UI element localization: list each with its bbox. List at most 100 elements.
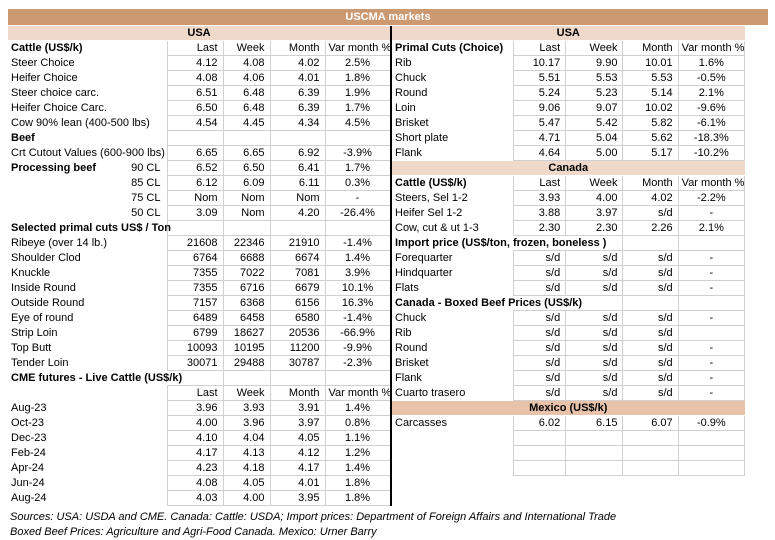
cell-week: 6.50: [222, 160, 271, 176]
cell-month: Nom: [269, 190, 326, 206]
cell-last: 2.30: [512, 220, 567, 236]
cell-month: [622, 295, 679, 311]
cell-last: 10.17: [512, 55, 567, 71]
cell-month: [622, 235, 679, 251]
table-row: Brisket 5.47 5.42 5.82 -6.1%: [392, 115, 746, 131]
cell-var: 16.3%: [324, 295, 391, 311]
cell-var: 1.4%: [324, 400, 391, 416]
column-header-last: Last: [512, 175, 567, 191]
table-row: Inside Round 7355 6716 6679 10.1%: [8, 280, 391, 296]
cell-var: -: [677, 310, 746, 326]
row-label: Oct-23: [11, 417, 45, 429]
cell-month: [622, 430, 679, 446]
table-row: 50 CL 3.09 Nom 4.20 -26.4%: [8, 205, 391, 221]
cell-month: 2.26: [622, 220, 679, 236]
cell-week: 4.06: [222, 70, 271, 86]
cell-month: 6.41: [269, 160, 326, 176]
cell-last: 6.02: [512, 415, 567, 431]
cell-week: 29488: [222, 355, 271, 371]
cell-week: 6.09: [222, 175, 271, 191]
cell-var: 10.1%: [324, 280, 391, 296]
cell-month: 4.05: [269, 430, 326, 446]
cell-week: 6.15: [565, 415, 624, 431]
cell-last: 6.50: [166, 100, 224, 116]
sources-footer: Sources: USA: USDA and CME. Canada: Catt…: [10, 510, 768, 540]
row-label: Processing beef 90 CL: [8, 161, 167, 176]
cell-month: 6679: [269, 280, 326, 296]
cell-last: 6764: [166, 250, 224, 266]
report-body: USA Cattle (US$/k) Last Week Month Var month …: [8, 26, 768, 506]
cell-week: 5.00: [565, 145, 624, 161]
table-row: Ribeye (over 14 lb.) 21608 22346 21910 -1.4%: [8, 235, 391, 251]
cell-week: [222, 130, 271, 146]
column-group-label: Cattle (US$/k): [395, 177, 467, 190]
cell-var: 4.5%: [324, 115, 391, 131]
cell-last: 10093: [166, 340, 224, 356]
column-header-last: Last: [166, 385, 224, 401]
column-group-label: Primal Cuts (Choice): [395, 42, 504, 55]
row-label: Steer Choice: [11, 57, 75, 69]
table-row: 75 CL Nom Nom Nom -: [8, 190, 391, 206]
row-label: [392, 461, 514, 476]
cell-month: 6.07: [622, 415, 679, 431]
table-row: Round 5.24 5.23 5.14 2.1%: [392, 85, 746, 101]
cell-var: [677, 445, 746, 461]
cell-var: 1.7%: [324, 100, 391, 116]
table-row: Aug-23 3.96 3.93 3.91 1.4%: [8, 400, 391, 416]
cell-month: 6580: [269, 310, 326, 326]
cell-var: [324, 220, 391, 236]
cell-var: 1.4%: [324, 250, 391, 266]
cell-last: 4.03: [166, 490, 224, 506]
cell-week: s/d: [565, 340, 624, 356]
cell-var: 1.7%: [324, 160, 391, 176]
cell-week: 6368: [222, 295, 271, 311]
cell-var: 1.4%: [324, 460, 391, 476]
cell-week: 4.45: [222, 115, 271, 131]
cell-var: -: [677, 385, 746, 401]
cell-month: s/d: [622, 340, 679, 356]
section-band: USA: [8, 26, 391, 41]
cell-last: [166, 130, 224, 146]
column-group-label: Cattle (US$/k): [11, 42, 83, 55]
cell-month: 6.92: [269, 145, 326, 161]
table-row: [392, 460, 746, 476]
row-label: Brisket: [395, 357, 429, 369]
cell-week: 4.18: [222, 460, 271, 476]
cell-week: 18627: [222, 325, 271, 341]
table-row: Top Butt 10093 10195 11200 -9.9%: [8, 340, 391, 356]
column-group-label: [8, 386, 167, 401]
cell-month: s/d: [622, 265, 679, 281]
cell-var: [677, 295, 746, 311]
cell-week: 4.08: [222, 55, 271, 71]
cell-last: s/d: [512, 325, 567, 341]
left-table: USA Cattle (US$/k) Last Week Month Var month …: [8, 26, 391, 506]
row-label: Crt Cutout Values (600-900 lbs): [11, 147, 165, 159]
cell-week: 6716: [222, 280, 271, 296]
row-label: [392, 431, 514, 446]
column-header-week: Week: [565, 40, 624, 56]
row-label: Dec-23: [11, 432, 47, 444]
cell-last: 9.06: [512, 100, 567, 116]
table-row: Flank s/d s/d s/d -: [392, 370, 746, 386]
column-header-week: Week: [565, 175, 624, 191]
cell-week: 9.90: [565, 55, 624, 71]
cell-month: 4.01: [269, 475, 326, 491]
table-row: Short plate 4.71 5.04 5.62 -18.3%: [392, 130, 746, 146]
table-row: Shoulder Clod 6764 6688 6674 1.4%: [8, 250, 391, 266]
row-label: Knuckle: [11, 267, 51, 279]
cell-week: Nom: [222, 190, 271, 206]
cell-var: 2.1%: [677, 85, 746, 101]
cell-month: 11200: [269, 340, 326, 356]
section-label: Selected primal cuts US$ / Ton: [11, 222, 171, 234]
cell-month: [622, 460, 679, 476]
table-row: Flank 4.64 5.00 5.17 -10.2%: [392, 145, 746, 161]
row-label: Round: [395, 87, 428, 99]
cell-var: -6.1%: [677, 115, 746, 131]
cell-last: s/d: [512, 280, 567, 296]
cell-last: 6.12: [166, 175, 224, 191]
cell-last: 6489: [166, 310, 224, 326]
row-label: Heifer Choice: [11, 72, 78, 84]
cell-last: 5.51: [512, 70, 567, 86]
table-row: Processing beef 90 CL 6.52 6.50 6.41 1.7%: [8, 160, 391, 176]
cell-last: s/d: [512, 265, 567, 281]
